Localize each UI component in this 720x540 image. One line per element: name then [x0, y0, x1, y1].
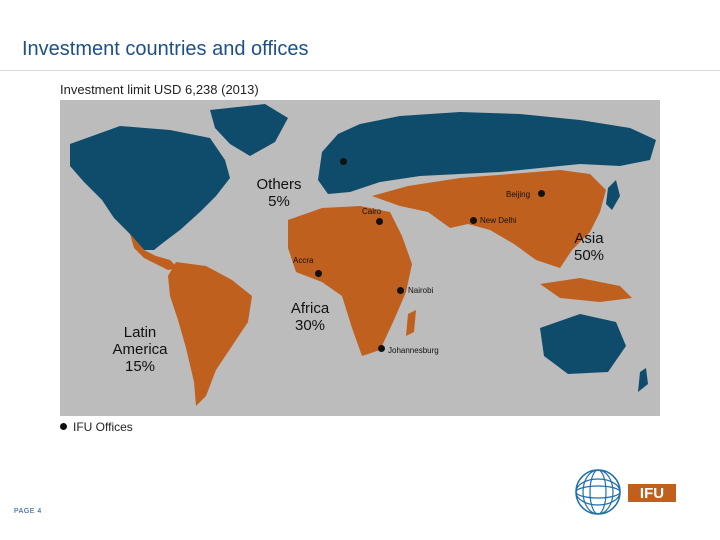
logo-text: IFU: [640, 485, 664, 502]
office-marker-accra: [315, 270, 322, 277]
region-label-africa: Africa 30%: [290, 300, 330, 334]
north-america-shape: [70, 126, 230, 250]
office-marker-new-delhi: [470, 217, 477, 224]
australia-shape: [540, 314, 626, 374]
southeast-asia-islands-shape: [540, 278, 632, 302]
greenland-shape: [210, 104, 288, 156]
europe-russia-shape: [318, 112, 656, 194]
world-map: [60, 100, 660, 416]
title-divider: [0, 70, 720, 71]
office-marker-cairo: [376, 218, 383, 225]
legend-label: IFU Offices: [73, 420, 133, 434]
ifu-logo: IFU: [575, 469, 676, 515]
region-label-others: Others 5%: [256, 176, 302, 210]
globe-icon: [575, 469, 621, 515]
page-number: PAGE 4: [14, 508, 42, 515]
office-marker-beijing: [538, 190, 545, 197]
africa-shape: [288, 206, 412, 356]
legend-office-dot-icon: [60, 423, 67, 430]
office-label-accra: Accra: [293, 256, 314, 265]
region-label-asia: Asia 50%: [573, 230, 605, 264]
asia-shape: [372, 170, 606, 268]
office-label-nairobi: Nairobi: [408, 286, 434, 295]
new-zealand-shape: [638, 368, 648, 392]
office-marker-nairobi: [397, 287, 404, 294]
office-label-johannesburg: Johannesburg: [388, 346, 439, 355]
madagascar-shape: [406, 310, 416, 336]
investment-limit-subtitle: Investment limit USD 6,238 (2013): [60, 82, 259, 97]
office-marker-johannesburg: [378, 345, 385, 352]
central-america-shape: [130, 234, 178, 270]
office-label-cairo: Cairo: [362, 207, 382, 216]
japan-shape: [606, 180, 620, 210]
office-marker-copenhagen: [340, 158, 347, 165]
office-label-beijing: Beijing: [506, 190, 531, 199]
region-label-latin-america: Latin America 15%: [112, 324, 168, 375]
south-america-shape: [168, 262, 252, 406]
legend: IFU Offices: [60, 420, 133, 434]
office-label-new-delhi: New Delhi: [480, 216, 517, 225]
slide-title: Investment countries and offices: [22, 38, 309, 60]
